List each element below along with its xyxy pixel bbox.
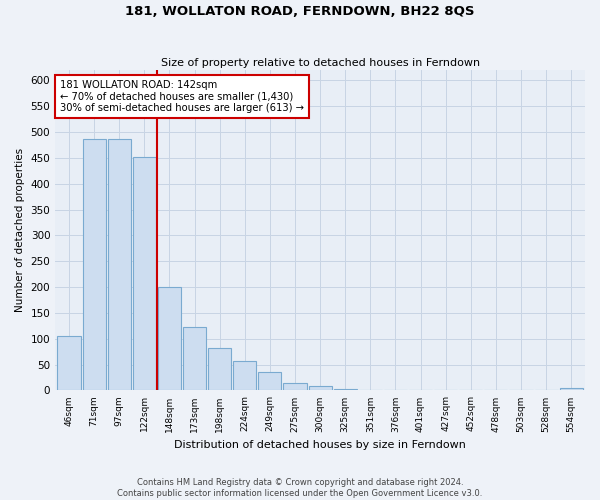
Bar: [107, 139, 131, 390]
Bar: [208, 348, 231, 391]
Title: Size of property relative to detached houses in Ferndown: Size of property relative to detached ho…: [161, 58, 479, 68]
Bar: [560, 388, 583, 390]
X-axis label: Distribution of detached houses by size in Ferndown: Distribution of detached houses by size …: [174, 440, 466, 450]
Text: 181 WOLLATON ROAD: 142sqm
← 70% of detached houses are smaller (1,430)
30% of se: 181 WOLLATON ROAD: 142sqm ← 70% of detac…: [61, 80, 304, 113]
Bar: [158, 287, 181, 391]
Bar: [58, 336, 80, 390]
Bar: [283, 382, 307, 390]
Bar: [233, 361, 256, 390]
Y-axis label: Number of detached properties: Number of detached properties: [15, 148, 25, 312]
Text: Contains HM Land Registry data © Crown copyright and database right 2024.
Contai: Contains HM Land Registry data © Crown c…: [118, 478, 482, 498]
Bar: [259, 372, 281, 390]
Bar: [183, 328, 206, 390]
Text: 181, WOLLATON ROAD, FERNDOWN, BH22 8QS: 181, WOLLATON ROAD, FERNDOWN, BH22 8QS: [125, 5, 475, 18]
Bar: [133, 157, 156, 390]
Bar: [83, 139, 106, 390]
Bar: [308, 386, 332, 390]
